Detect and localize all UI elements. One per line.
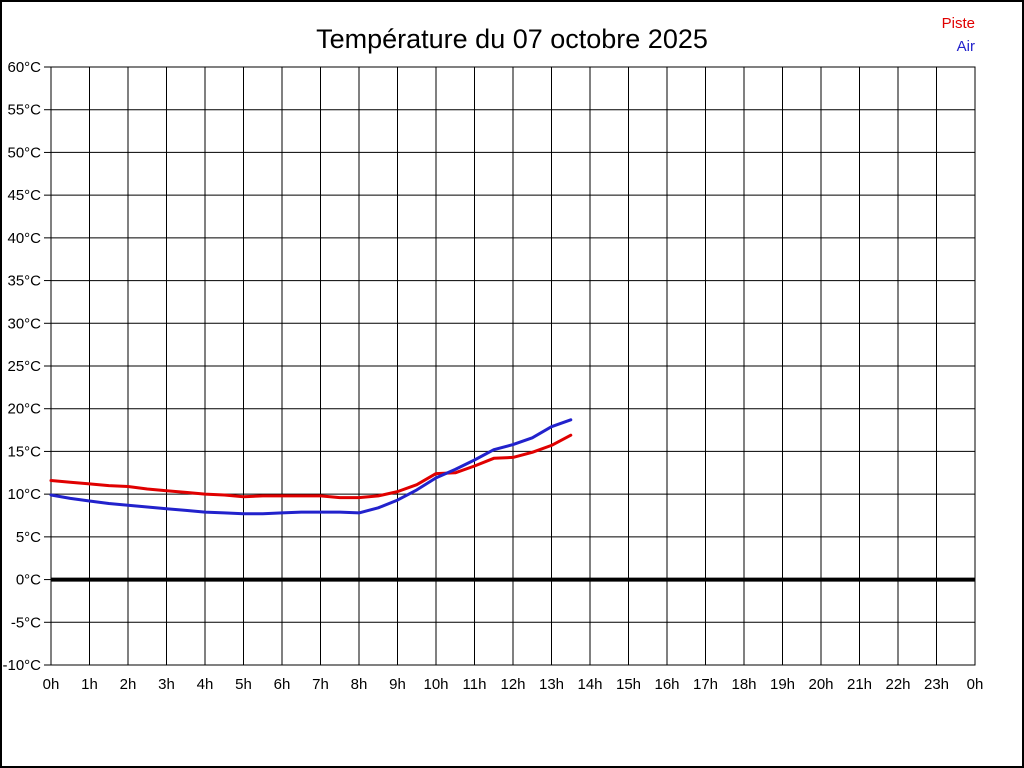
legend-item-air: Air bbox=[956, 38, 975, 55]
x-tick-label: 2h bbox=[120, 676, 137, 693]
x-tick-label: 1h bbox=[81, 676, 98, 693]
x-tick-label: 12h bbox=[500, 676, 525, 693]
y-tick-label: 25°C bbox=[7, 358, 41, 375]
y-tick-label: 5°C bbox=[16, 529, 41, 546]
x-tick-label: 21h bbox=[847, 676, 872, 693]
x-tick-label: 0h bbox=[43, 676, 60, 693]
y-tick-label: 40°C bbox=[7, 230, 41, 247]
y-tick-label: 30°C bbox=[7, 315, 41, 332]
y-tick-label: -5°C bbox=[11, 614, 41, 631]
y-tick-label: 60°C bbox=[7, 59, 41, 76]
y-tick-label: 50°C bbox=[7, 144, 41, 161]
y-tick-label: 20°C bbox=[7, 401, 41, 418]
y-tick-label: 10°C bbox=[7, 486, 41, 503]
x-tick-label: 3h bbox=[158, 676, 175, 693]
x-tick-label: 0h bbox=[967, 676, 984, 693]
x-tick-label: 16h bbox=[654, 676, 679, 693]
x-tick-label: 10h bbox=[423, 676, 448, 693]
x-tick-label: 23h bbox=[924, 676, 949, 693]
x-tick-label: 8h bbox=[351, 676, 368, 693]
y-tick-label: 15°C bbox=[7, 443, 41, 460]
x-tick-label: 22h bbox=[885, 676, 910, 693]
x-tick-label: 18h bbox=[731, 676, 756, 693]
plot-frame bbox=[50, 66, 976, 666]
x-tick-label: 11h bbox=[463, 676, 487, 693]
legend-item-piste: Piste bbox=[941, 15, 975, 32]
chart-title: Température du 07 octobre 2025 bbox=[316, 24, 708, 54]
y-tick-label: 55°C bbox=[7, 102, 41, 119]
y-tick-label: -10°C bbox=[2, 657, 41, 674]
x-tick-label: 6h bbox=[274, 676, 291, 693]
series-line-piste bbox=[49, 433, 573, 500]
y-tick-label: 45°C bbox=[7, 187, 41, 204]
legend: Piste Air bbox=[942, 12, 975, 58]
y-tick-label: 0°C bbox=[16, 572, 41, 589]
x-tick-label: 9h bbox=[389, 676, 406, 693]
x-tick-label: 15h bbox=[616, 676, 641, 693]
x-tick-label: 13h bbox=[539, 676, 564, 693]
x-tick-label: 7h bbox=[312, 676, 329, 693]
x-tick-label: 4h bbox=[197, 676, 214, 693]
x-tick-label: 19h bbox=[770, 676, 795, 693]
series-line-air bbox=[49, 418, 573, 516]
x-tick-label: 20h bbox=[808, 676, 833, 693]
x-tick-label: 17h bbox=[693, 676, 718, 693]
x-tick-label: 14h bbox=[577, 676, 602, 693]
y-tick-label: 35°C bbox=[7, 273, 41, 290]
x-tick-label: 5h bbox=[235, 676, 252, 693]
